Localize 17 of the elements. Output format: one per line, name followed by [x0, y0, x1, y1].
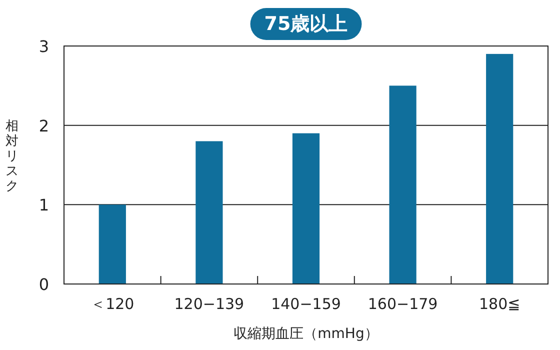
x-tick-label: 160−179 [368, 295, 438, 313]
bar [98, 204, 126, 284]
y-tick-label: 2 [38, 116, 50, 136]
x-tick-label: 120−139 [174, 295, 244, 313]
x-axis-title: 収縮期血圧（mmHg） [234, 326, 378, 342]
y-axis-title: 相対リスク [6, 119, 18, 194]
x-tick-label: 140−159 [271, 295, 341, 313]
x-tick-label: 180≦ [479, 295, 520, 313]
chart-title: 75歳以上 [264, 13, 348, 35]
x-tick-label: ＜120 [90, 295, 134, 313]
bar [389, 86, 416, 284]
y-tick-label: 1 [38, 196, 50, 215]
y-tick-label: 3 [38, 37, 50, 56]
y-tick-label: 0 [38, 275, 50, 294]
bar [196, 141, 223, 284]
bar [486, 54, 514, 284]
bar [292, 133, 320, 284]
